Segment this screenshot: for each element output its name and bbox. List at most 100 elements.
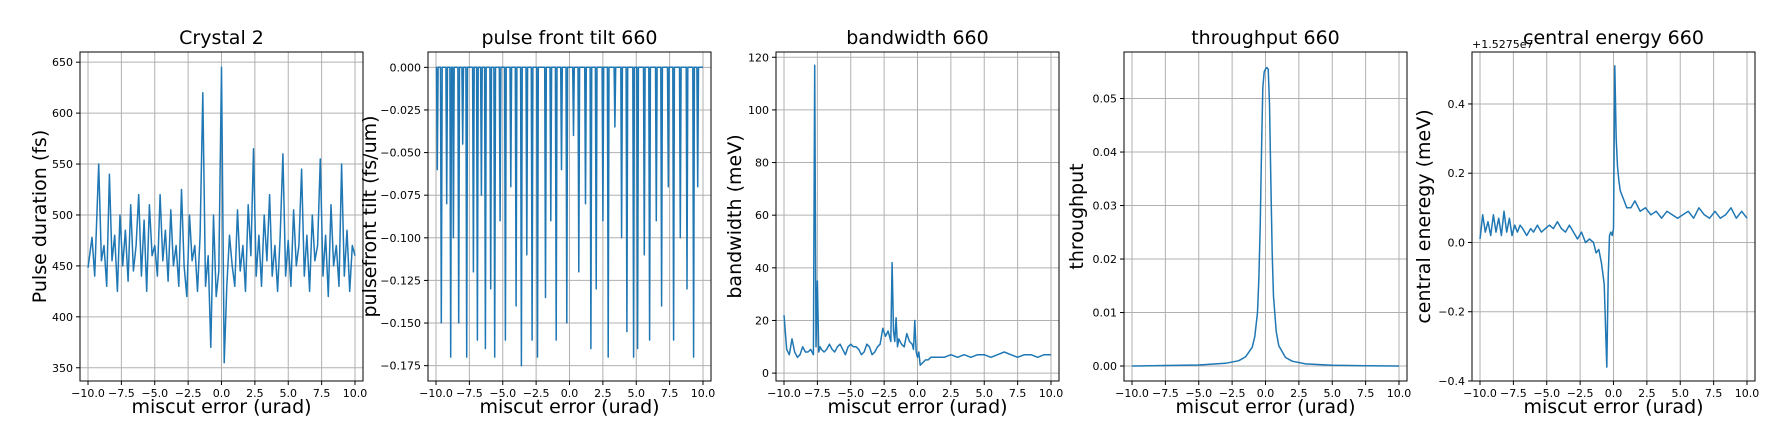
x-tick-label: 0.0 — [561, 387, 579, 400]
y-tick-label: 650 — [52, 56, 73, 69]
x-tick-label: 5.0 — [1671, 387, 1689, 400]
subplot-throughput: −10.0 −7.5 −5.0 −2.5 0.0 2.5 5.0 7.5 10.0 0.00 0.0… — [1066, 27, 1411, 418]
y-tick-label: 450 — [52, 260, 73, 273]
y-tick-label: 80 — [755, 157, 769, 170]
tick-group: −10.0 −7.5 −5.0 −2.5 0.0 2.5 5.0 7.5 10.0 0 20 40 60… — [748, 51, 1063, 400]
x-axis-label: miscut error (urad) — [827, 396, 1007, 418]
x-tick-label: −2.5 — [523, 387, 550, 400]
x-tick-label: 5.0 — [279, 387, 297, 400]
x-axis-label: miscut error (urad) — [131, 396, 311, 418]
x-tick-label: 5.0 — [1323, 387, 1341, 400]
x-tick-label: −5.0 — [141, 387, 168, 400]
x-tick-label: 2.5 — [594, 387, 612, 400]
y-tick-label: 0.03 — [1093, 200, 1118, 213]
data-line-group — [435, 66, 703, 367]
y-tick-label: −0.100 — [380, 232, 421, 245]
y-offset-text: +1.5275e7 — [1472, 38, 1533, 51]
x-axis-label: miscut error (urad) — [1523, 396, 1703, 418]
y-tick-label: 40 — [755, 262, 769, 275]
plot-title: throughput 660 — [1191, 27, 1340, 49]
tick-group: −10.0 −7.5 −5.0 −2.5 0.0 2.5 5.0 7.5 10.0 0.00 0.0… — [1093, 93, 1412, 400]
gridlines — [776, 52, 1059, 381]
x-tick-label: −2.5 — [1219, 387, 1246, 400]
x-tick-label: 10.0 — [691, 387, 716, 400]
x-tick-label: 10.0 — [343, 387, 368, 400]
x-tick-label: 7.5 — [1357, 387, 1375, 400]
y-tick-label: −0.125 — [380, 274, 421, 287]
plot-title: pulse front tilt 660 — [481, 27, 657, 49]
y-axis-label: pulsefront tilt (fs/um) — [359, 115, 381, 317]
y-tick-label: 600 — [52, 107, 73, 120]
x-tick-label: 0.0 — [909, 387, 927, 400]
y-axis-label: bandwidth (meV) — [724, 134, 746, 298]
subplot-central-energy: −10.0 −7.5 −5.0 −2.5 0.0 2.5 5.0 7.5 10.0 −0.4 −0.… — [1413, 27, 1759, 418]
tick-group: −10.0 −7.5 −5.0 −2.5 0.0 2.5 5.0 7.5 10.0 −0.4 −0.… — [1438, 98, 1759, 400]
x-tick-label: −2.5 — [871, 387, 898, 400]
y-tick-label: 0.05 — [1093, 93, 1118, 106]
x-tick-label: −10.0 — [767, 387, 801, 400]
y-tick-label: 20 — [755, 314, 769, 327]
y-tick-label: −0.175 — [380, 360, 421, 373]
x-tick-label: 2.5 — [246, 387, 264, 400]
y-axis-label: central eneregy (meV) — [1413, 109, 1435, 323]
y-tick-label: −0.4 — [1438, 375, 1465, 388]
y-tick-label: 400 — [52, 311, 73, 324]
data-line — [87, 66, 356, 364]
data-line — [783, 64, 1051, 366]
x-tick-label: −7.5 — [456, 387, 483, 400]
y-tick-label: −0.050 — [380, 147, 421, 160]
x-tick-label: 10.0 — [1039, 387, 1064, 400]
x-tick-label: 0.0 — [1605, 387, 1623, 400]
subplot-pulse-front-tilt: −10.0 −7.5 −5.0 −2.5 0.0 2.5 5.0 7.5 10.0 0.000 −0… — [359, 27, 715, 418]
x-tick-label: −7.5 — [1152, 387, 1179, 400]
y-tick-label: 350 — [52, 362, 73, 375]
data-line-group — [1479, 65, 1748, 368]
y-tick-label: 550 — [52, 158, 73, 171]
y-tick-label: −0.025 — [380, 104, 421, 117]
x-tick-label: 2.5 — [1290, 387, 1308, 400]
y-tick-label: 0.01 — [1093, 307, 1118, 320]
tick-group: −10.0 −7.5 −5.0 −2.5 0.0 2.5 5.0 7.5 10.0 350 400 4… — [52, 56, 367, 400]
y-tick-label: 0.000 — [390, 61, 422, 74]
y-tick-label: 0.04 — [1093, 146, 1118, 159]
y-tick-label: 0.00 — [1093, 360, 1118, 373]
x-tick-label: −5.0 — [1533, 387, 1560, 400]
y-tick-label: −0.2 — [1438, 306, 1465, 319]
plot-title: bandwidth 660 — [846, 27, 988, 49]
x-tick-label: −10.0 — [419, 387, 453, 400]
data-line — [1131, 66, 1400, 367]
data-line-group — [1131, 66, 1400, 367]
subplot-crystal-2: −10.0 −7.5 −5.0 −2.5 0.0 2.5 5.0 7.5 10.0 350 400 4… — [29, 27, 367, 418]
x-tick-label: 10.0 — [1387, 387, 1412, 400]
x-tick-label: 10.0 — [1735, 387, 1760, 400]
y-axis-label: throughput — [1066, 163, 1088, 269]
x-axis-label: miscut error (urad) — [479, 396, 659, 418]
x-tick-label: 7.5 — [1705, 387, 1723, 400]
y-axis-label: Pulse duration (fs) — [29, 130, 51, 303]
y-tick-label: 0.4 — [1448, 98, 1466, 111]
y-tick-label: 0.0 — [1448, 236, 1466, 249]
x-tick-label: 7.5 — [1009, 387, 1027, 400]
x-tick-label: −2.5 — [1567, 387, 1594, 400]
y-tick-label: 0.02 — [1093, 253, 1118, 266]
x-tick-label: −7.5 — [1500, 387, 1527, 400]
x-tick-label: 7.5 — [313, 387, 331, 400]
x-axis-label: miscut error (urad) — [1175, 396, 1355, 418]
plot-title: Crystal 2 — [179, 27, 264, 49]
data-line — [1479, 65, 1748, 368]
subplot-bandwidth: −10.0 −7.5 −5.0 −2.5 0.0 2.5 5.0 7.5 10.0 0 20 40 60… — [724, 27, 1063, 418]
x-tick-label: 0.0 — [1257, 387, 1275, 400]
x-tick-label: −7.5 — [804, 387, 831, 400]
y-tick-label: 120 — [748, 51, 769, 64]
y-tick-label: 500 — [52, 209, 73, 222]
x-tick-label: 7.5 — [661, 387, 679, 400]
y-tick-label: −0.075 — [380, 189, 421, 202]
x-tick-label: −5.0 — [1185, 387, 1212, 400]
y-tick-label: −0.150 — [380, 317, 421, 330]
x-tick-label: 5.0 — [627, 387, 645, 400]
x-tick-label: 5.0 — [975, 387, 993, 400]
y-tick-label: 0.2 — [1448, 167, 1466, 180]
x-tick-label: −10.0 — [1463, 387, 1497, 400]
x-tick-label: −5.0 — [489, 387, 516, 400]
